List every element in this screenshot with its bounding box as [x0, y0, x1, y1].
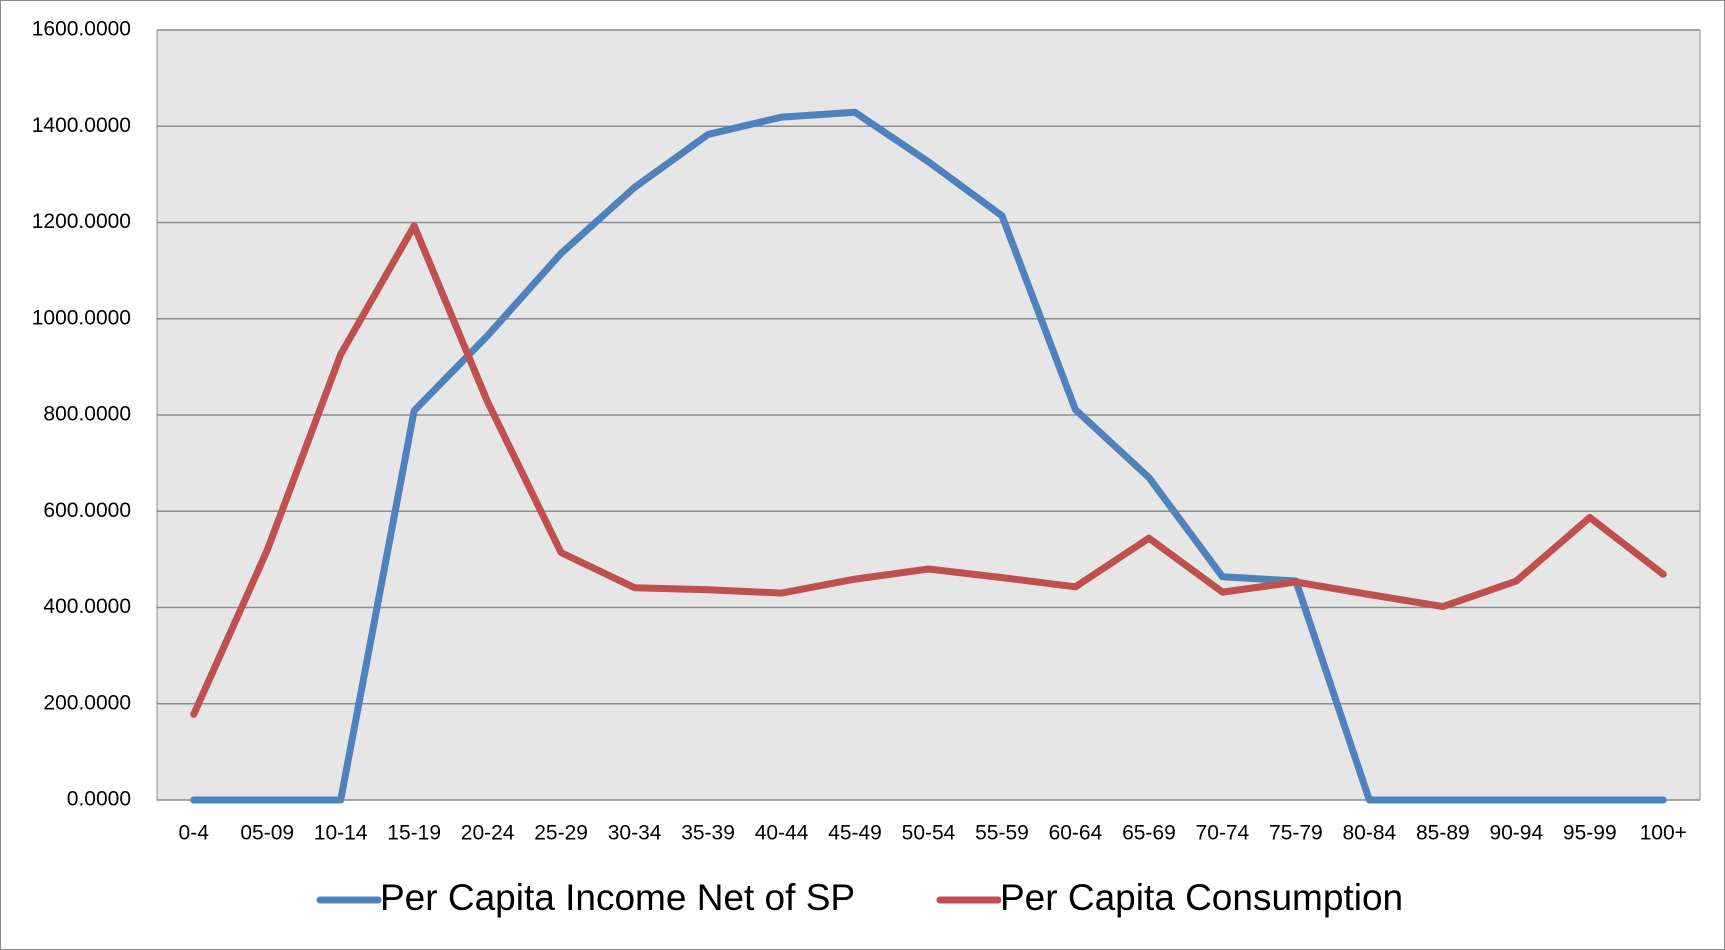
x-tick-label: 45-49: [828, 822, 882, 845]
x-tick-label: 40-44: [755, 822, 809, 845]
x-tick-label: 0-4: [179, 822, 210, 845]
x-tick-label: 35-39: [681, 822, 735, 845]
x-tick-label: 100+: [1640, 822, 1687, 845]
x-tick-label: 75-79: [1269, 822, 1323, 845]
y-tick-label: 0.0000: [67, 788, 131, 811]
x-tick-label: 25-29: [534, 822, 588, 845]
y-tick-label: 200.0000: [43, 691, 131, 714]
x-tick-label: 70-74: [1196, 822, 1250, 845]
x-tick-label: 05-09: [240, 822, 294, 845]
x-tick-label: 50-54: [902, 822, 956, 845]
x-tick-label: 10-14: [314, 822, 368, 845]
x-tick-label: 55-59: [975, 822, 1029, 845]
x-tick-label: 80-84: [1342, 822, 1396, 845]
y-tick-label: 400.0000: [43, 595, 131, 618]
x-tick-label: 90-94: [1489, 822, 1543, 845]
x-tick-label: 85-89: [1416, 822, 1470, 845]
y-tick-label: 1400.0000: [32, 114, 131, 137]
x-tick-label: 15-19: [387, 822, 441, 845]
y-tick-label: 1000.0000: [32, 306, 131, 329]
x-tick-label: 30-34: [608, 822, 662, 845]
y-tick-label: 1600.0000: [32, 18, 131, 41]
x-tick-label: 65-69: [1122, 822, 1176, 845]
series-line: [190, 108, 1667, 804]
x-tick-label: 95-99: [1563, 822, 1617, 845]
x-tick-label: 60-64: [1049, 822, 1103, 845]
series-line: [190, 222, 1667, 718]
y-tick-label: 1200.0000: [32, 210, 131, 233]
x-tick-label: 20-24: [461, 822, 515, 845]
legend-label: Per Capita Income Net of SP: [380, 877, 855, 918]
legend-label: Per Capita Consumption: [1000, 877, 1403, 918]
y-tick-label: 600.0000: [43, 499, 131, 522]
y-tick-label: 800.0000: [43, 403, 131, 426]
